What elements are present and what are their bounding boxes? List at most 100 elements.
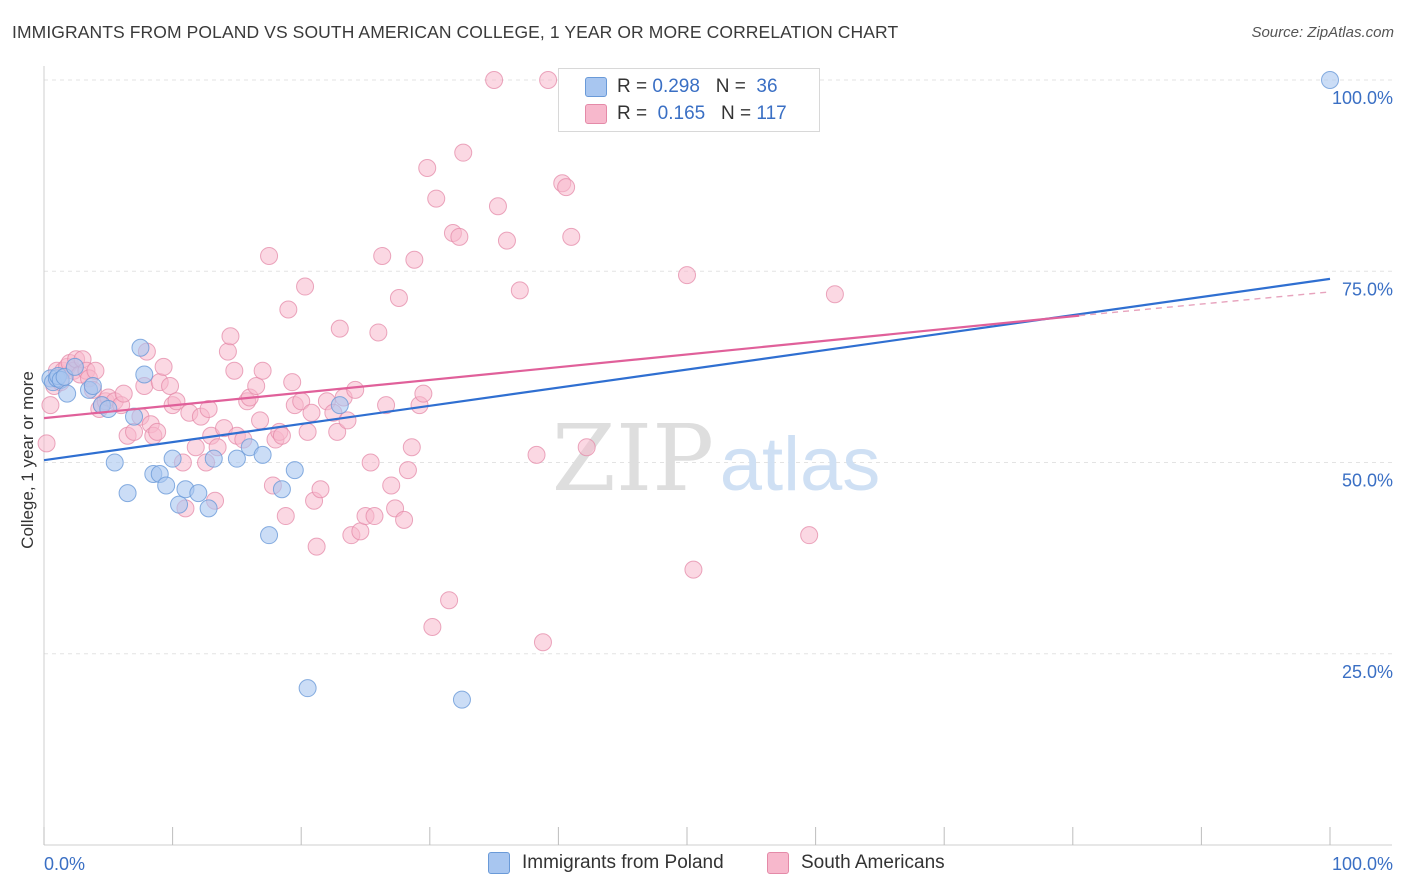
point-immigrants-poland <box>452 690 471 709</box>
point-south-americans <box>373 246 392 265</box>
point-south-americans <box>418 158 437 177</box>
point-south-americans <box>402 438 421 457</box>
point-south-americans <box>307 537 326 556</box>
point-south-americans <box>365 507 384 526</box>
point-south-americans <box>328 422 347 441</box>
point-south-americans <box>423 617 442 636</box>
point-immigrants-poland <box>157 476 176 495</box>
axes <box>43 66 1392 846</box>
legend-label-poland: Immigrants from Poland <box>522 852 724 873</box>
point-immigrants-poland <box>199 499 218 518</box>
point-south-americans <box>454 143 473 162</box>
point-south-americans <box>41 396 60 415</box>
point-south-americans <box>395 510 414 529</box>
point-south-americans <box>398 461 417 480</box>
point-south-americans <box>562 227 581 246</box>
point-south-americans <box>218 342 237 361</box>
bottom-legend: Immigrants from Poland South Americans <box>0 852 1406 878</box>
point-south-americans <box>283 373 302 392</box>
point-immigrants-poland <box>272 480 291 499</box>
point-south-americans <box>154 357 173 376</box>
point-south-americans <box>684 560 703 579</box>
point-south-americans <box>114 384 133 403</box>
y-tick-label: 75.0% <box>1342 279 1393 299</box>
y-tick-label: 25.0% <box>1342 662 1393 682</box>
correlation-legend: R = 0.298 N = 36 R = 0.165 N = 117 <box>558 68 820 132</box>
point-south-americans <box>527 445 546 464</box>
point-immigrants-poland <box>204 449 223 468</box>
legend-swatch-south <box>585 104 607 124</box>
point-south-americans <box>382 476 401 495</box>
point-south-americans <box>427 189 446 208</box>
source-label: Source: ZipAtlas.com <box>1251 24 1394 41</box>
n-value-poland: 36 <box>756 76 778 97</box>
point-south-americans <box>260 246 279 265</box>
n-value-south: 117 <box>756 103 787 124</box>
point-immigrants-poland <box>125 407 144 426</box>
point-immigrants-poland <box>99 399 118 418</box>
point-south-americans <box>510 281 529 300</box>
trendline-south-americans-extension <box>1079 291 1331 317</box>
point-south-americans <box>450 227 469 246</box>
point-south-americans <box>247 377 266 395</box>
point-south-americans <box>346 380 365 399</box>
point-south-americans <box>577 438 596 457</box>
point-immigrants-poland <box>227 449 246 468</box>
legend-swatch-poland <box>585 77 607 97</box>
watermark-zip: ZIP <box>552 405 714 512</box>
trendline-south-americans <box>43 314 1080 420</box>
point-south-americans <box>186 438 205 457</box>
point-south-americans <box>678 266 696 285</box>
y-tick-label: 100.0% <box>1332 88 1393 108</box>
point-south-americans <box>311 480 330 499</box>
point-south-americans <box>533 633 552 652</box>
chart-title: IMMIGRANTS FROM POLAND VS SOUTH AMERICAN… <box>12 22 899 42</box>
watermark-atlas: atlas <box>720 422 881 507</box>
trend-lines <box>43 277 1331 462</box>
point-immigrants-poland <box>1321 71 1339 89</box>
legend-swatch-south-bottom <box>767 852 789 874</box>
point-south-americans <box>225 361 244 380</box>
point-immigrants-poland <box>285 461 304 480</box>
point-south-americans <box>221 327 240 346</box>
point-immigrants-poland <box>58 384 77 403</box>
point-south-americans <box>279 300 298 319</box>
point-immigrants-poland <box>298 679 317 698</box>
legend-item-south: South Americans <box>767 852 945 874</box>
point-south-americans <box>298 422 317 441</box>
point-south-americans <box>557 178 576 197</box>
point-south-americans <box>497 231 516 250</box>
poland-points <box>41 71 1339 709</box>
watermark: ZIP atlas <box>552 405 880 512</box>
r-value-south: 0.165 <box>657 103 706 124</box>
point-immigrants-poland <box>330 396 349 415</box>
point-south-americans <box>296 277 315 296</box>
legend-label-south: South Americans <box>801 852 945 873</box>
point-south-americans <box>272 426 291 445</box>
point-immigrants-poland <box>260 526 279 545</box>
point-south-americans <box>405 250 424 269</box>
point-south-americans <box>389 289 408 308</box>
legend-text-south: R = 0.165 N = 117 <box>617 103 787 124</box>
point-south-americans <box>800 526 819 545</box>
point-immigrants-poland <box>135 365 154 384</box>
point-south-americans <box>539 71 558 89</box>
point-immigrants-poland <box>105 453 124 472</box>
grid <box>44 79 1395 655</box>
point-immigrants-poland <box>131 338 150 357</box>
point-south-americans <box>276 507 295 526</box>
point-south-americans <box>825 285 844 304</box>
legend-text-poland: R = 0.298 N = 36 <box>617 76 778 97</box>
tick-labels: 25.0% 50.0% 75.0% 100.0% 0.0% 100.0% <box>44 88 1393 874</box>
x-tick-label: 0.0% <box>44 854 85 874</box>
point-south-americans <box>440 591 459 610</box>
point-south-americans <box>377 396 396 415</box>
point-south-americans <box>302 403 321 422</box>
trendline-poland <box>43 277 1331 462</box>
legend-item-poland: Immigrants from Poland <box>488 852 724 874</box>
point-south-americans <box>488 197 507 216</box>
y-tick-label: 50.0% <box>1342 471 1393 491</box>
legend-swatch-poland-bottom <box>488 852 510 874</box>
point-immigrants-poland <box>65 357 84 376</box>
